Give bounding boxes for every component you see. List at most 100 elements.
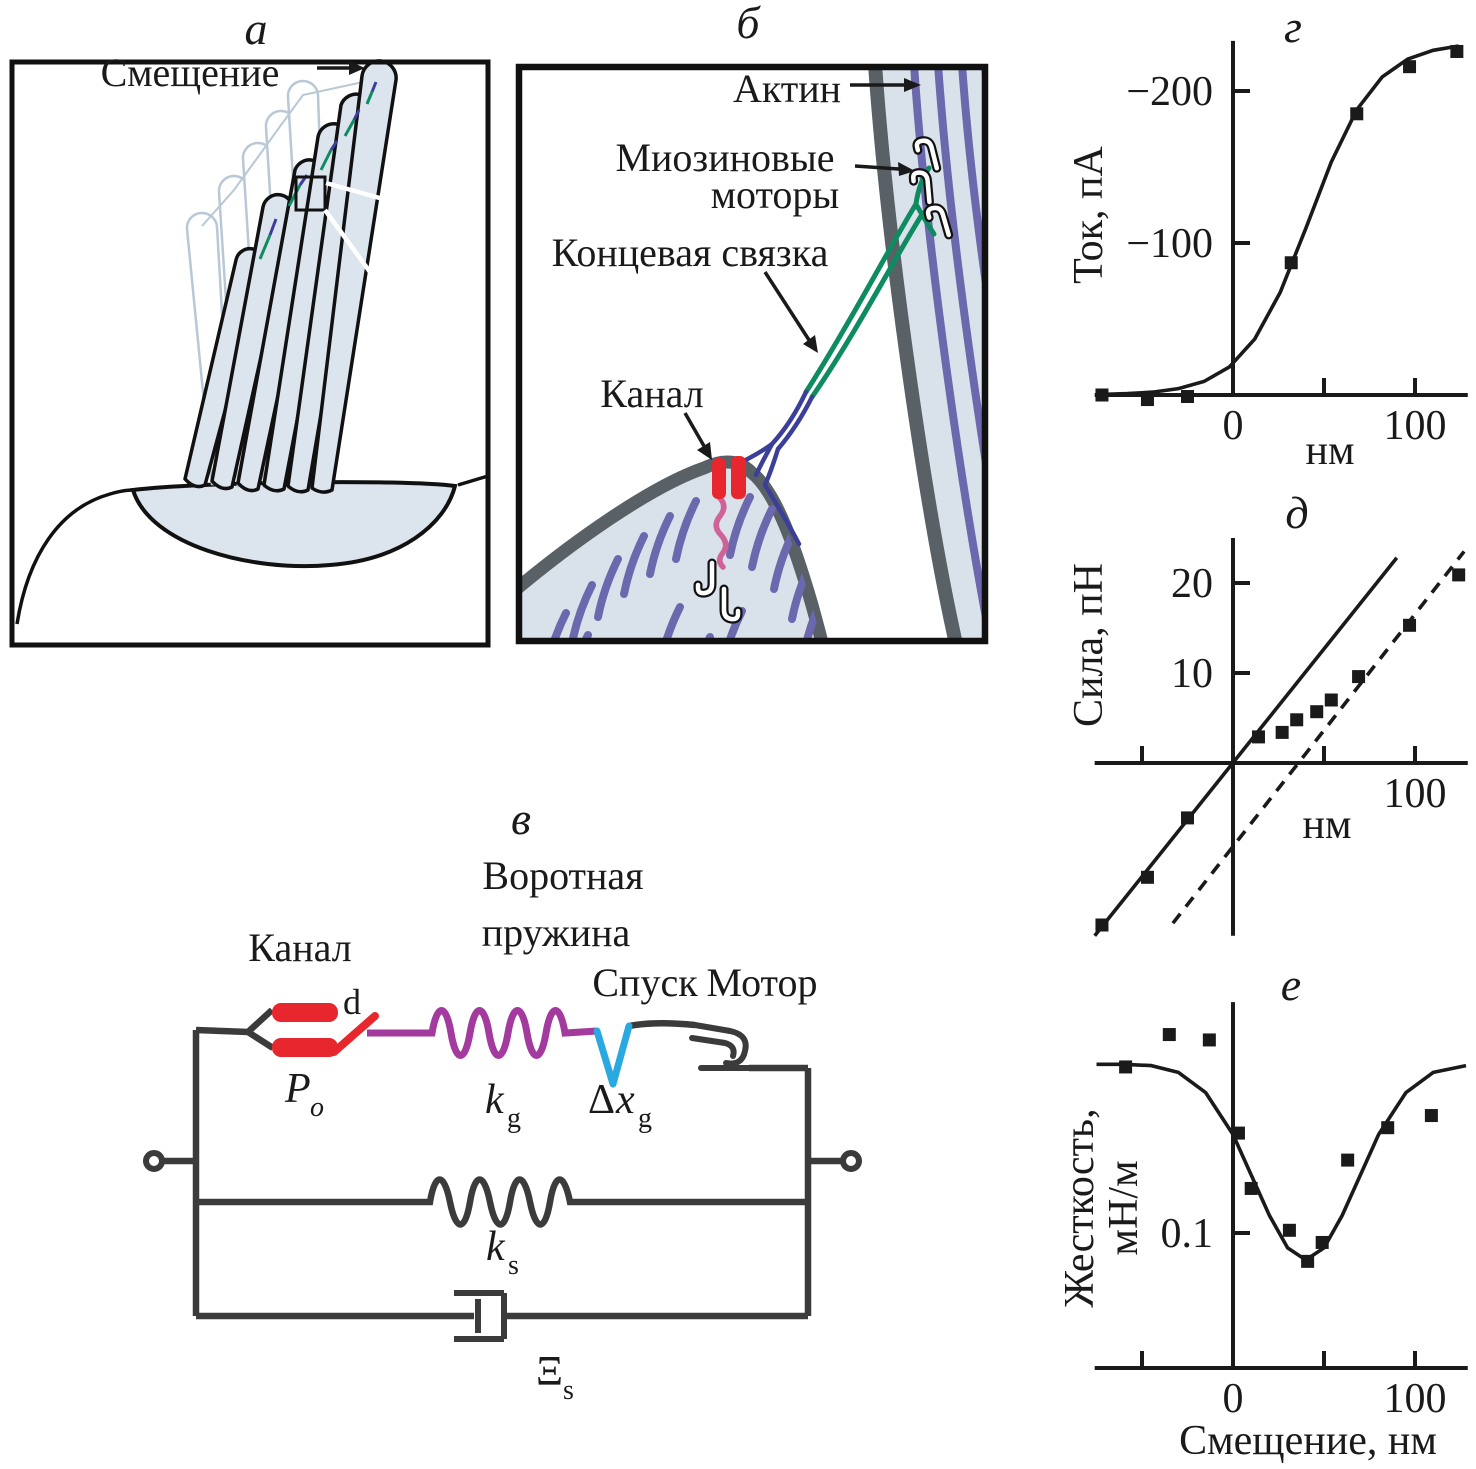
svg-text:0: 0 [1223,1376,1244,1422]
actin-arrow-icon [850,78,921,92]
data-point [1403,618,1417,632]
svg-text:Жесткость,: Жесткость, [1057,1108,1103,1307]
data-point [1181,390,1194,404]
arrow-right-icon [317,61,365,75]
cell-membrane [15,474,489,625]
svg-text:Сила, пН: Сила, пН [1066,563,1112,727]
svg-text:0.1: 0.1 [1161,1211,1214,1257]
svg-text:10: 10 [1171,651,1213,697]
transduction-channels [712,456,746,499]
svg-text:x: x [615,1077,635,1123]
displacement-label: Смещение [101,50,280,95]
svg-text:0: 0 [1223,403,1244,449]
hair-bundle-diagram: Смещение [9,50,491,648]
data-point [1403,60,1417,74]
gating-stiffness-label: k g [485,1077,521,1134]
short-stereocilium-tip [519,455,829,641]
data-point [1301,1254,1315,1268]
gating-spring-label-line2: пружина [482,910,631,955]
chart-stiffness-vs-displacement: 0 100 0.1 Смещение, нм Жесткость,мН/м [1057,1002,1468,1464]
svg-text:мН/м: мН/м [1101,1160,1147,1255]
data-point [1140,870,1154,884]
curve-gating-compliance-dip [1096,1062,1467,1263]
data-point [1452,568,1466,582]
panel-v-title: в [511,793,531,844]
gating-spring [367,1007,598,1059]
actin-label: Актин [733,66,841,111]
data-point [1231,1126,1245,1140]
gate-swing-d-label: d [343,982,361,1022]
svg-text:−100: −100 [1126,221,1213,267]
ghost-tip-links [201,81,364,227]
drag-dashpot [454,1290,507,1342]
stereocilia-bundle [183,59,398,494]
stereocilia-stiffness-label: k s [486,1224,519,1281]
chart-force-vs-displacement: 100 10 20 нм Сила, пН [1066,538,1468,937]
data-point [1251,730,1265,744]
channel-arrow-icon [683,412,712,460]
circuit-wires [162,1007,843,1320]
myosin-arrow-icon [854,162,915,176]
myosin-label-line2: моторы [711,172,840,217]
data-point [1181,811,1194,825]
svg-text:нм: нм [1302,802,1351,848]
data-point [1310,705,1324,719]
data-point [1095,918,1109,932]
data-point [1275,725,1289,739]
svg-text:100: 100 [1384,403,1447,449]
cell-apex [130,480,458,569]
data-point [1282,1223,1296,1237]
data-point [1202,1033,1216,1047]
svg-text:k: k [485,1077,505,1123]
svg-text:P: P [284,1066,311,1112]
svg-text:Ток, пА: Ток, пА [1066,145,1112,283]
svg-text:нм: нм [1305,428,1354,474]
tip-link-strands [739,165,937,547]
curve-shifted-line [1171,550,1466,925]
svg-text:g: g [507,1103,521,1134]
tip-link-arrow-icon [763,271,818,353]
svg-text:−200: −200 [1126,69,1213,115]
svg-text:Смещение, нм: Смещение, нм [1179,1418,1437,1464]
data-point [1290,713,1304,727]
data-point [1450,44,1464,58]
svg-text:20: 20 [1171,561,1213,607]
channel-label: Канал [600,371,703,416]
panel-g-title: г [1284,1,1302,52]
svg-text:100: 100 [1384,771,1447,817]
data-point [1162,1028,1176,1042]
drag-coefficient-label: Ξ s [536,1349,574,1406]
data-point [1284,256,1298,270]
chart-current-vs-displacement: 0 100 −200 −100 нм Ток, пА [1066,40,1468,474]
tip-link-label: Концевая связка [552,230,829,275]
panel-a-frame [9,59,491,648]
data-point [1341,1153,1355,1167]
tip-links [258,81,378,260]
stereocilia-spring [196,1176,808,1228]
svg-text:100: 100 [1384,1376,1447,1422]
gating-spring-label-line1: Воротная [482,853,643,898]
svg-text:s: s [563,1375,574,1406]
data-point [1352,670,1366,684]
zoom-guide-lines [323,180,488,434]
data-point [1095,388,1109,402]
svg-text:s: s [508,1250,519,1281]
open-probability-label: P o [284,1066,324,1123]
channel-gate [272,1003,379,1057]
circuit-terminals [143,1150,862,1172]
data-point [1119,1060,1133,1074]
inset-marker-box [294,175,327,212]
panel-d-title: д [1285,487,1309,538]
adaptation-spring [713,494,729,570]
data-point [1244,1181,1258,1195]
svg-text:o: o [310,1092,324,1123]
data-point [1381,1121,1395,1135]
motor-element [689,1022,752,1071]
channel-gate-label: Канал [248,925,351,970]
panel-a-title: а [244,3,268,54]
data-point [1315,1235,1329,1249]
svg-text:Δ: Δ [588,1077,615,1123]
tip-link-closeup-diagram: Актин Миозиновые моторы Концевая связка … [515,63,989,645]
gate-swing-label: Δ x g [588,1077,652,1134]
